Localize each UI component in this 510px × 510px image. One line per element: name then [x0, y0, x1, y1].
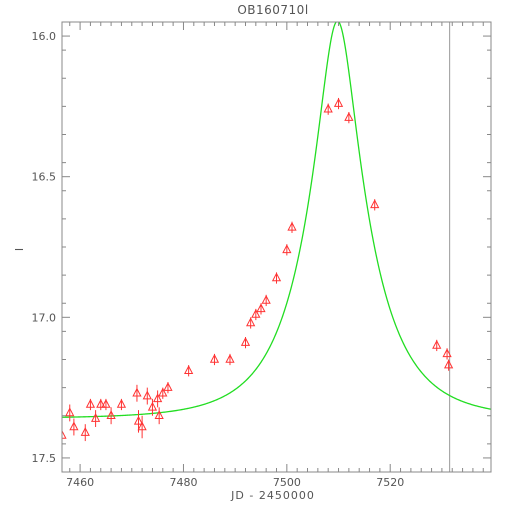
triangle-marker	[65, 407, 75, 417]
data-point	[96, 398, 106, 411]
x-tick-label: 7460	[66, 476, 94, 489]
triangle-marker	[225, 353, 235, 363]
chart-title: OB160710l	[237, 3, 308, 17]
data-point	[209, 353, 220, 366]
data-point	[106, 407, 116, 425]
data-point	[256, 303, 266, 315]
data-point	[323, 103, 333, 115]
data-point	[132, 384, 142, 402]
triangle-marker	[443, 359, 454, 369]
data-point	[116, 398, 127, 411]
data-point	[137, 415, 147, 439]
triangle-marker	[256, 303, 266, 313]
data-point	[287, 221, 297, 233]
data-point	[158, 387, 168, 399]
triangle-marker	[80, 427, 90, 436]
triangle-marker	[344, 112, 354, 121]
plot-content	[62, 22, 491, 472]
triangle-marker	[96, 398, 106, 408]
data-point	[432, 339, 442, 352]
triangle-marker	[442, 348, 452, 358]
triangle-marker	[69, 421, 79, 431]
triangle-marker	[154, 410, 164, 420]
data-point	[251, 308, 261, 321]
x-tick-label: 7520	[376, 476, 404, 489]
data-point	[344, 112, 354, 124]
plot-area	[62, 22, 491, 472]
data-point	[152, 390, 163, 408]
triangle-marker	[271, 272, 282, 282]
triangle-marker	[101, 398, 111, 408]
axes: 7460 7480 7500 7520 16.0 16.5 17.0 17.5	[32, 21, 492, 489]
triangle-marker	[132, 387, 142, 397]
data-point	[163, 382, 173, 394]
x-axis-label: JD - 2450000	[230, 489, 315, 502]
triangle-marker	[163, 382, 173, 391]
plot-frame	[61, 21, 492, 473]
data-point	[282, 244, 292, 256]
data-point	[271, 272, 282, 284]
triangle-marker	[142, 390, 152, 400]
data-point	[69, 418, 79, 436]
model-curve	[62, 22, 491, 418]
data-point	[65, 404, 75, 422]
data-point	[240, 337, 251, 349]
triangle-marker	[209, 353, 220, 363]
y-tick-label: 17.0	[32, 311, 57, 324]
triangle-marker	[432, 339, 442, 349]
triangle-marker	[184, 365, 194, 375]
data-point	[85, 398, 96, 411]
triangle-marker	[282, 244, 292, 254]
data-point	[370, 199, 380, 211]
data-point	[225, 353, 235, 366]
triangle-marker	[152, 393, 163, 403]
triangle-marker	[90, 412, 101, 422]
y-tick-label: 16.5	[32, 171, 57, 184]
triangle-marker	[133, 415, 144, 425]
triangle-marker	[333, 97, 344, 107]
data-point	[261, 294, 271, 307]
triangle-marker	[85, 398, 96, 408]
triangle-marker	[370, 199, 380, 209]
data-point	[147, 398, 158, 416]
data-point	[80, 424, 90, 442]
y-axis-label: I	[13, 247, 26, 251]
triangle-marker	[106, 410, 116, 420]
triangle-marker	[261, 294, 271, 304]
data-point	[333, 97, 344, 110]
x-tick-label: 7480	[169, 476, 197, 489]
triangle-marker	[246, 317, 256, 327]
data-point	[142, 387, 152, 405]
data-point	[101, 398, 111, 411]
triangle-marker	[323, 103, 333, 113]
triangle-marker	[240, 337, 251, 346]
data-point	[184, 365, 194, 377]
y-tick-label: 16.0	[32, 30, 57, 43]
triangle-marker	[251, 308, 261, 318]
y-tick-label: 17.5	[32, 452, 57, 465]
data-point	[154, 407, 164, 425]
triangle-marker	[287, 221, 297, 231]
data-point	[443, 359, 454, 371]
data-point	[246, 317, 256, 329]
data-point	[442, 348, 452, 360]
triangle-marker	[147, 401, 158, 411]
triangle-marker	[158, 387, 168, 397]
triangle-marker	[116, 398, 127, 408]
data-point	[90, 410, 101, 427]
triangle-marker	[137, 421, 147, 431]
x-tick-label: 7500	[273, 476, 301, 489]
